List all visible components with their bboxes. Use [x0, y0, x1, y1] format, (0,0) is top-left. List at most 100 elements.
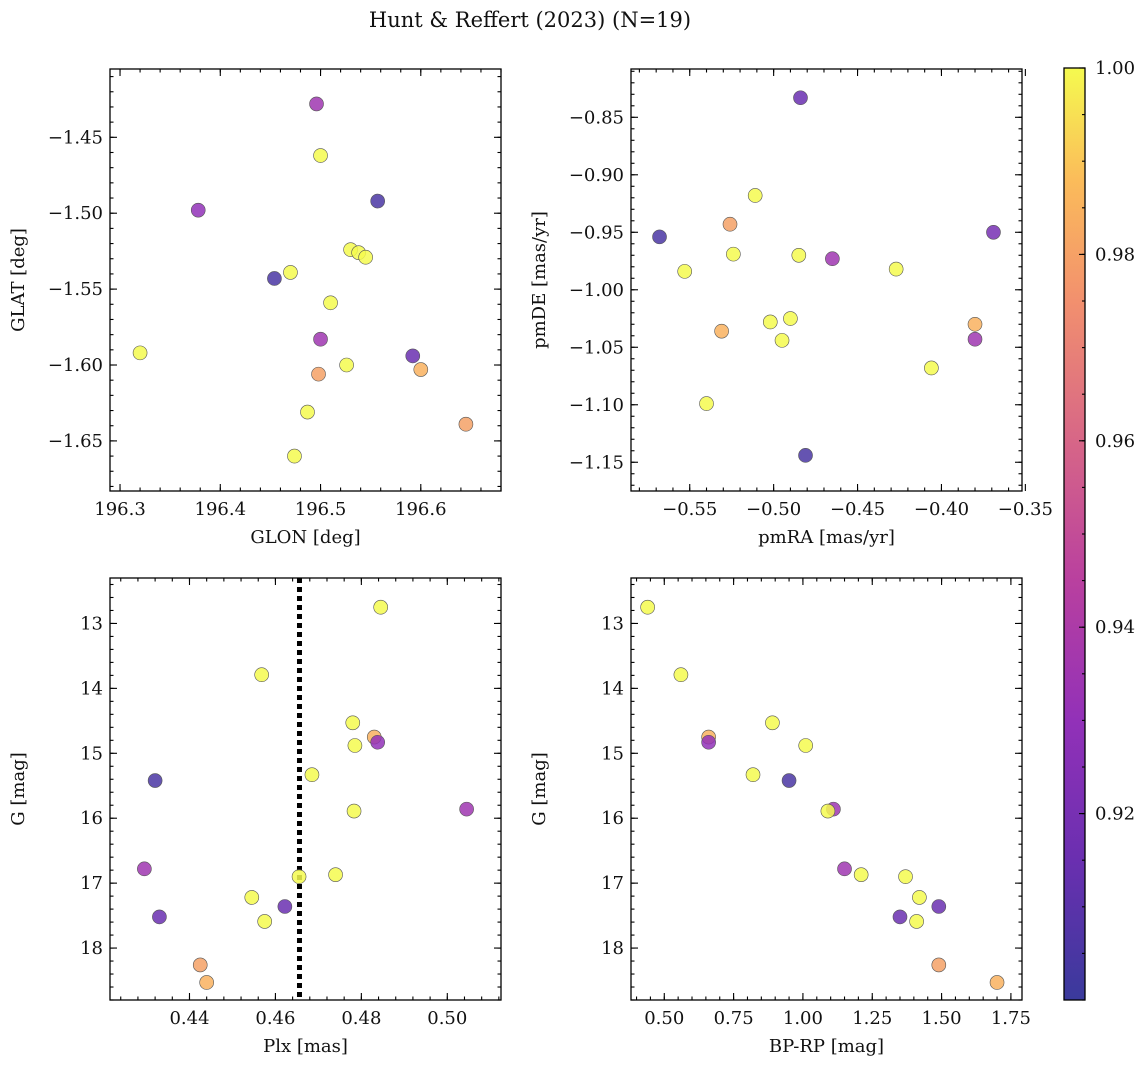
data-point — [652, 229, 667, 245]
x-axis-label: Plx [mas] — [263, 1036, 348, 1057]
x-tick-label: 0.50 — [427, 1008, 467, 1029]
data-point — [304, 767, 320, 783]
data-point — [287, 448, 302, 464]
data-point — [967, 316, 983, 332]
y-axis-label: G [mag] — [8, 752, 29, 825]
data-point — [793, 90, 808, 106]
data-point — [798, 448, 813, 463]
y-axis-label: G [mag] — [529, 752, 550, 825]
data-point — [931, 899, 947, 914]
data-point — [640, 599, 655, 615]
color-magnitude-panel: 0.50 0.75 1.00 1.25 1.50 1.75 13 14 15 16 17 18 BP-R… — [529, 577, 1031, 1057]
data-point — [370, 193, 385, 209]
colorbar-tick-label: 1.00 — [1095, 58, 1135, 79]
y-tick-label: 17 — [80, 873, 103, 894]
data-point — [714, 323, 729, 339]
y-tick-label: −1.50 — [48, 203, 103, 224]
data-point — [762, 314, 778, 330]
proper-motion-panel: −0.55 −0.50 −0.45 −0.40 −0.35 −0.85 −0.90 −0.95… — [529, 68, 1053, 548]
x-tick-label: 196.4 — [195, 499, 247, 520]
y-tick-label: −1.65 — [48, 431, 103, 452]
data-point — [765, 715, 780, 731]
colorbar-gradient — [1064, 68, 1085, 1000]
data-point — [726, 246, 741, 262]
y-tick-label: −1.00 — [569, 280, 624, 301]
data-point — [798, 738, 814, 753]
x-tick-label: 1.00 — [783, 1008, 823, 1029]
data-point — [277, 899, 293, 914]
data-point — [283, 265, 298, 280]
data-point — [783, 311, 798, 326]
x-tick-label: 0.50 — [644, 1008, 684, 1029]
data-point — [774, 333, 790, 348]
x-tick-label: 0.46 — [255, 1008, 295, 1029]
data-point — [673, 667, 689, 683]
x-tick-label: 0.48 — [341, 1008, 381, 1029]
data-point — [745, 767, 761, 783]
data-point — [300, 404, 315, 420]
data-point — [347, 738, 363, 753]
x-tick-label: 1.50 — [922, 1008, 962, 1029]
data-point — [820, 803, 836, 819]
y-tick-label: 16 — [80, 808, 103, 829]
colorbar-tick-label: 0.96 — [1095, 431, 1135, 452]
data-point — [373, 599, 388, 615]
colorbar-tick-label: 0.94 — [1095, 617, 1135, 638]
colorbar: 0.92 0.94 0.96 0.98 1.00 — [1063, 58, 1135, 1001]
data-point — [747, 188, 763, 203]
data-point — [254, 667, 269, 683]
figure-title: Hunt & Reffert (2023) (N=19) — [369, 8, 691, 32]
y-tick-label: 13 — [601, 613, 624, 634]
data-point — [825, 251, 840, 267]
data-point — [413, 362, 429, 377]
y-tick-label: −1.45 — [48, 127, 103, 148]
data-point — [313, 331, 328, 347]
y-tick-label: −0.85 — [569, 107, 624, 128]
data-point — [309, 96, 324, 112]
axes-frame — [630, 577, 1023, 1001]
x-tick-label: −0.35 — [998, 499, 1053, 520]
x-tick-label: 196.6 — [395, 499, 447, 520]
y-tick-label: 15 — [80, 743, 103, 764]
y-tick-label: −1.60 — [48, 355, 103, 376]
parallax-magnitude-panel: 0.44 0.46 0.48 0.50 13 14 15 16 17 18 Plx [mas] G [… — [8, 577, 502, 1057]
x-axis-label: pmRA [mas/yr] — [758, 527, 895, 548]
y-axis-label: pmDE [mas/yr] — [529, 211, 550, 349]
data-point — [199, 975, 214, 990]
data-point — [346, 803, 362, 819]
y-tick-label: −0.90 — [569, 165, 624, 186]
data-point — [323, 295, 338, 311]
data-point — [888, 261, 904, 277]
y-tick-label: 15 — [601, 743, 624, 764]
y-axis-label: GLAT [deg] — [8, 228, 29, 332]
x-tick-label: −0.55 — [662, 499, 717, 520]
y-tick-label: 13 — [80, 613, 103, 634]
data-point — [909, 914, 924, 929]
data-point — [677, 264, 692, 279]
data-point — [699, 396, 714, 411]
axes-frame — [630, 68, 1023, 492]
x-tick-label: −0.45 — [830, 499, 885, 520]
data-point — [313, 148, 328, 163]
data-point — [986, 224, 1001, 240]
y-tick-label: −1.55 — [48, 279, 103, 300]
y-tick-label: 17 — [601, 873, 624, 894]
x-tick-label: 196.5 — [295, 499, 347, 520]
data-point — [339, 357, 354, 373]
y-tick-label: −1.15 — [569, 452, 624, 473]
data-point — [132, 345, 148, 361]
x-axis-label: GLON [deg] — [250, 527, 360, 548]
data-point — [152, 909, 167, 925]
data-point — [137, 861, 152, 877]
y-tick-label: 18 — [601, 938, 624, 959]
y-tick-label: 14 — [601, 678, 624, 699]
data-point — [459, 801, 474, 817]
data-point — [358, 249, 373, 265]
data-point — [311, 366, 326, 382]
data-point — [791, 247, 807, 263]
x-tick-label: 1.25 — [852, 1008, 892, 1029]
data-point — [405, 348, 421, 364]
position-panel: 196.3 196.4 196.5 196.6 −1.45 −1.50 −1.55 −1.60… — [8, 68, 502, 548]
data-point — [190, 202, 206, 218]
